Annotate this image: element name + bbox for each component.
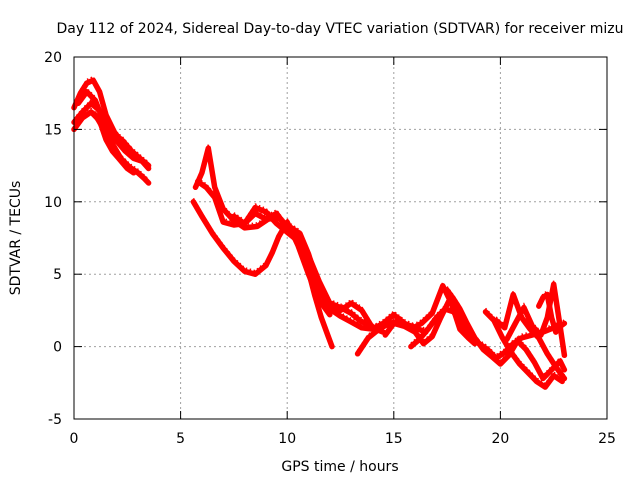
y-tick-label: 5 <box>53 267 62 283</box>
tick-labels: 0 5 10 15 20 25 -5 0 5 10 15 20 <box>44 50 616 447</box>
x-tick-label: 20 <box>491 431 509 447</box>
x-tick-label: 15 <box>385 431 403 447</box>
y-tick-label: -5 <box>48 412 62 428</box>
y-axis-label: SDTVAR / TECUs <box>8 181 24 296</box>
data-series-group <box>71 75 568 390</box>
series-markers-track-4 <box>77 87 133 149</box>
series-line-track-11 <box>354 283 478 357</box>
series-markers-track-15 <box>484 307 563 385</box>
x-tick-label: 10 <box>278 431 296 447</box>
series-line-track-12 <box>382 297 470 347</box>
x-tick-label: 5 <box>176 431 185 447</box>
x-tick-label: 0 <box>70 431 79 447</box>
plot-frame <box>73 56 608 420</box>
chart-title: Day 112 of 2024, Sidereal Day-to-day VTE… <box>57 21 624 37</box>
series-line-track-15 <box>482 309 565 390</box>
series-line-track-14 <box>444 287 568 382</box>
series-markers-track-14 <box>446 286 566 377</box>
series-line-track-6 <box>192 145 335 350</box>
grid-lines <box>74 57 607 419</box>
x-axis-label: GPS time / hours <box>281 459 398 475</box>
series-markers-track-5 <box>94 110 150 181</box>
series-line-track-1 <box>71 77 152 169</box>
series-markers-track-11 <box>356 280 476 351</box>
y-tick-label: 0 <box>53 340 62 356</box>
x-tick-label: 25 <box>598 431 616 447</box>
axis-ticks <box>73 56 608 420</box>
series-line-track-7 <box>190 199 333 318</box>
y-tick-label: 10 <box>44 195 62 211</box>
series-line-track-4 <box>75 89 135 154</box>
series-line-track-18 <box>536 291 568 335</box>
y-tick-label: 20 <box>44 50 62 66</box>
series-markers-track-1 <box>73 75 150 163</box>
series-line-track-5 <box>92 112 152 186</box>
y-tick-label: 15 <box>44 122 62 138</box>
series-line-track-16 <box>493 291 568 382</box>
series-markers-track-18 <box>538 289 565 331</box>
series-markers-track-6 <box>194 144 333 344</box>
series-markers-track-17 <box>506 280 566 352</box>
